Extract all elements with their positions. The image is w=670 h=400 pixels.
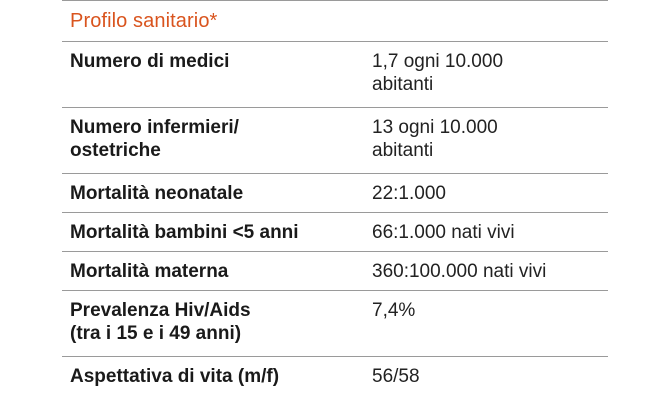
row-label-line: Prevalenza Hiv/Aids [70, 300, 251, 321]
health-profile-table: Profilo sanitario* Numero di medici 1,7 … [62, 0, 608, 396]
table-row-hiv-prevalence: Prevalenza Hiv/Aids (tra i 15 e i 49 ann… [62, 291, 608, 357]
table-row-neonatal-mortality: Mortalità neonatale 22:1.000 [62, 174, 608, 213]
row-value-line: 66:1.000 nati vivi [372, 222, 515, 243]
row-label-line: Mortalità materna [70, 261, 229, 282]
row-value-line: 56/58 [372, 366, 420, 387]
row-label: Mortalità bambini <5 anni [62, 221, 372, 251]
row-value: 360:100.000 nati vivi [372, 260, 608, 290]
table-header: Profilo sanitario* [62, 0, 608, 42]
row-label: Numero infermieri/ ostetriche [62, 116, 372, 173]
row-value-line: abitanti [372, 140, 434, 161]
table-row-life-expectancy: Aspettativa di vita (m/f) 56/58 [62, 357, 608, 396]
row-label-line: Numero infermieri/ [70, 117, 239, 138]
row-value-line: 22:1.000 [372, 183, 446, 204]
row-label-line: ostetriche [70, 140, 161, 161]
row-label: Prevalenza Hiv/Aids (tra i 15 e i 49 ann… [62, 299, 372, 356]
table-row-doctors: Numero di medici 1,7 ogni 10.000 abitant… [62, 42, 608, 108]
row-value: 66:1.000 nati vivi [372, 221, 608, 251]
row-label: Numero di medici [62, 50, 372, 107]
row-value: 7,4% [372, 299, 608, 356]
row-value: 13 ogni 10.000 abitanti [372, 116, 608, 173]
row-label: Mortalità materna [62, 260, 372, 290]
row-label-line: (tra i 15 e i 49 anni) [70, 323, 242, 344]
table-row-child-mortality: Mortalità bambini <5 anni 66:1.000 nati … [62, 213, 608, 252]
table-row-maternal-mortality: Mortalità materna 360:100.000 nati vivi [62, 252, 608, 291]
row-value: 56/58 [372, 365, 608, 396]
table-title: Profilo sanitario* [70, 10, 218, 32]
row-value: 22:1.000 [372, 182, 608, 212]
row-label-line: Numero di medici [70, 51, 230, 72]
row-label-line: Mortalità neonatale [70, 183, 244, 204]
row-value: 1,7 ogni 10.000 abitanti [372, 50, 608, 107]
row-label-line: Aspettativa di vita (m/f) [70, 366, 280, 387]
table-row-nurses: Numero infermieri/ ostetriche 13 ogni 10… [62, 108, 608, 174]
row-value-line: 13 ogni 10.000 [372, 117, 498, 138]
row-value-line: 7,4% [372, 300, 416, 321]
row-label-line: Mortalità bambini <5 anni [70, 222, 299, 243]
row-value-line: 360:100.000 nati vivi [372, 261, 547, 282]
row-value-line: 1,7 ogni 10.000 [372, 51, 504, 72]
row-label: Aspettativa di vita (m/f) [62, 365, 372, 396]
row-label: Mortalità neonatale [62, 182, 372, 212]
row-value-line: abitanti [372, 74, 434, 95]
